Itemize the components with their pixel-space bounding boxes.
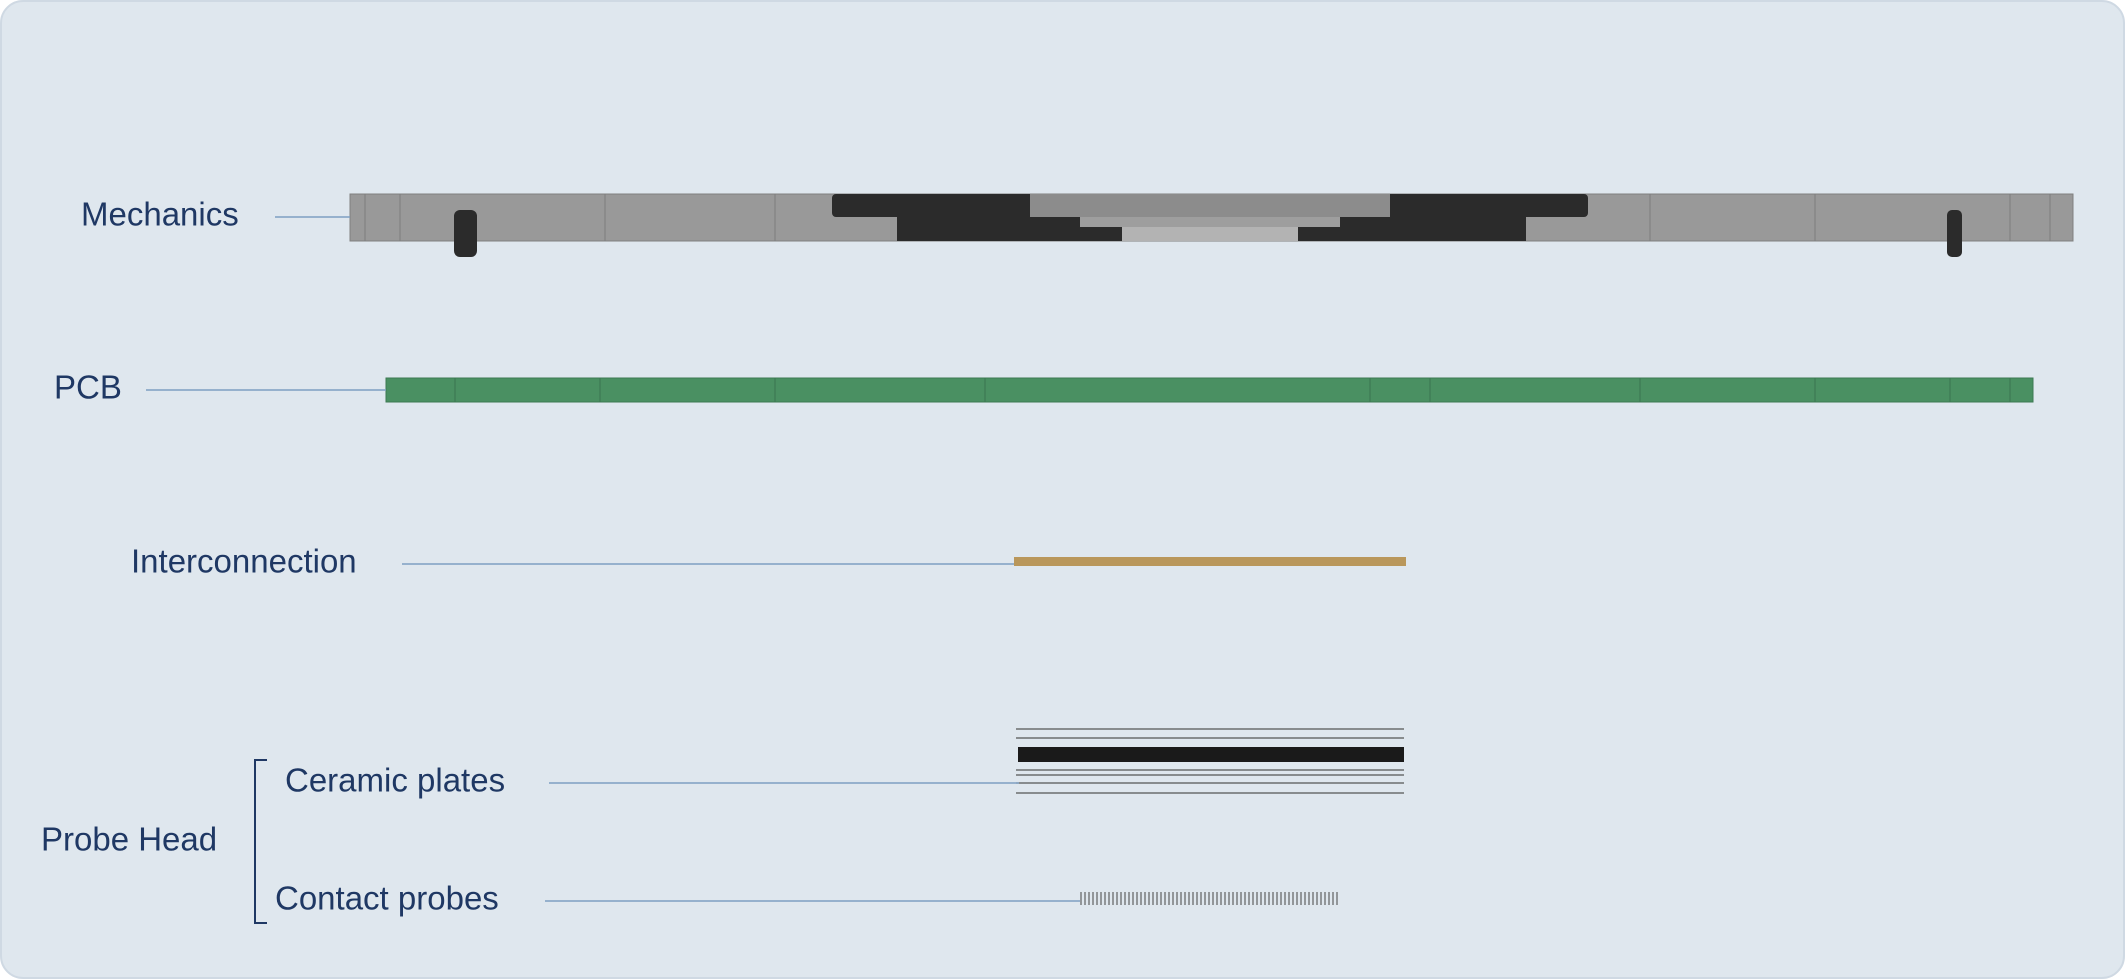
label: PCB xyxy=(54,369,122,406)
label: Ceramic plates xyxy=(285,762,505,799)
bracket xyxy=(254,759,267,924)
label: Mechanics xyxy=(81,196,239,233)
interconnection-part xyxy=(1014,557,1406,566)
label: Contact probes xyxy=(275,880,499,917)
ceramic-plates-part xyxy=(1016,728,1404,794)
mechanics-part xyxy=(349,193,2074,257)
label: Interconnection xyxy=(131,543,357,580)
contact-probes-part xyxy=(1080,892,1338,905)
label: Probe Head xyxy=(41,821,217,858)
pcb-part xyxy=(385,377,2034,403)
